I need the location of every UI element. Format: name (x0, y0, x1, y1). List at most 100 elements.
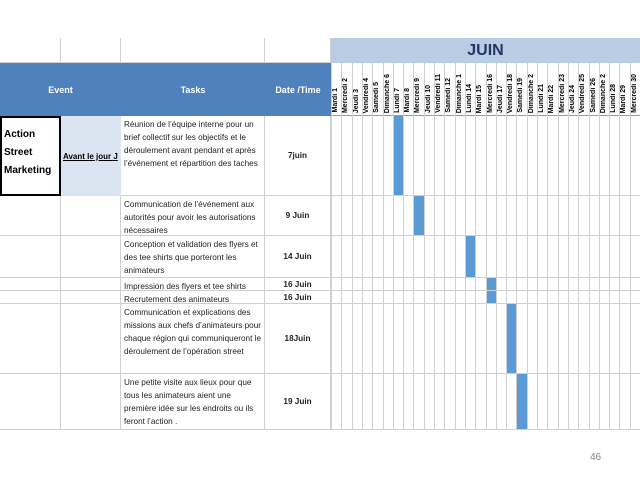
phase-cell[interactable] (61, 291, 121, 304)
phase-label-cell[interactable]: Avant le jour J (61, 116, 121, 196)
blank-cell[interactable] (61, 38, 121, 63)
day-label: Lundi 28 (610, 84, 618, 113)
event-cell[interactable] (0, 304, 61, 374)
phase-label: Avant le jour J (63, 151, 118, 161)
day-label: Jeudi 10 (424, 84, 432, 113)
day-label: Jeudi 3 (352, 88, 360, 113)
phase-cell[interactable] (61, 304, 121, 374)
gantt-bar[interactable] (486, 291, 496, 303)
day-label: Samedi 19 (517, 78, 525, 113)
task-cell[interactable]: Communication de l’événement aux autorit… (121, 196, 265, 236)
task-cell[interactable]: Recrutement des animateurs (121, 291, 265, 304)
gantt-bar[interactable] (517, 374, 527, 429)
day-label: Dimanche 1 (455, 73, 463, 113)
date-cell[interactable]: 9 Juin (265, 196, 331, 236)
day-label: Samedi 26 (589, 78, 597, 113)
day-label: Mardi 22 (548, 84, 556, 113)
day-label: Samedi 12 (445, 78, 453, 113)
grid-line (495, 63, 497, 430)
day-label: Jeudi 24 (568, 84, 576, 113)
grid-line (485, 63, 487, 430)
date-cell[interactable]: 16 Juin (265, 291, 331, 304)
day-label: Dimanche 2 (527, 73, 535, 113)
grid-line (392, 63, 394, 430)
gantt-bar[interactable] (507, 304, 517, 373)
grid-line (629, 63, 631, 430)
grid-line (372, 63, 374, 430)
task-cell[interactable]: Réunion de l’équipe interne pour un brie… (121, 116, 265, 196)
day-label: Jeudi 17 (496, 84, 504, 113)
event-cell[interactable] (0, 291, 61, 304)
blank-cell[interactable] (121, 38, 265, 63)
phase-cell[interactable] (61, 196, 121, 236)
day-label: Dimanche 2 (599, 73, 607, 113)
gantt-spreadsheet: JUIN Event Tasks Date /Time Mardi 1 Mercr… (0, 38, 640, 430)
grid-line (567, 63, 569, 430)
gantt-bar[interactable] (414, 196, 424, 235)
grid-line (423, 63, 425, 430)
day-label: Mercredi 2 (342, 77, 350, 113)
date-cell[interactable]: 14 Juin (265, 236, 331, 278)
day-label: Mercredi 23 (558, 74, 566, 113)
grid-line (609, 63, 611, 430)
task-cell[interactable]: Communication et explications des missio… (121, 304, 265, 374)
tasks-header: Tasks (121, 63, 265, 116)
grid-line (516, 63, 518, 430)
day-label: Mercredi 9 (414, 77, 422, 113)
day-label: Mardi 8 (404, 88, 412, 113)
grid-line (526, 63, 528, 430)
grid-line (331, 63, 332, 430)
date-cell[interactable]: 16 Juin (265, 278, 331, 291)
event-name-cell[interactable]: Action Street Marketing (0, 116, 61, 196)
grid-line (578, 63, 580, 430)
grid-line (588, 63, 590, 430)
date-cell[interactable]: 18Juin (265, 304, 331, 374)
grid-line (619, 63, 621, 430)
day-label: Samedi 5 (373, 82, 381, 113)
grid-line (351, 63, 353, 430)
day-label: Lundi 7 (393, 88, 401, 113)
grid-line (361, 63, 363, 430)
day-label: Dimanche 6 (383, 73, 391, 113)
day-label: Lundi 14 (465, 84, 473, 113)
grid-line (403, 63, 405, 430)
grid-line (382, 63, 384, 430)
event-cell[interactable] (0, 278, 61, 291)
page-number: 46 (590, 452, 602, 463)
task-cell[interactable]: Impression des flyers et tee shirts (121, 278, 265, 291)
gantt-bar[interactable] (465, 236, 476, 277)
day-label: Mercredi 16 (486, 74, 494, 113)
event-cell[interactable] (0, 196, 61, 236)
blank-cell[interactable] (0, 38, 61, 63)
grid-line (506, 63, 508, 430)
date-cell[interactable]: 7juin (265, 116, 331, 196)
grid-line (547, 63, 549, 430)
gantt-bar[interactable] (393, 116, 404, 195)
task-cell[interactable]: Conception et validation des flyers et d… (121, 236, 265, 278)
date-cell[interactable]: 19 Juin (265, 374, 331, 430)
grid-line (537, 63, 538, 430)
event-header: Event (0, 63, 121, 116)
day-label: Vendredi 4 (362, 77, 370, 113)
day-label: Mardi 15 (476, 84, 484, 113)
day-label: Vendredi 18 (507, 73, 515, 113)
day-label: Mardi 1 (332, 88, 339, 113)
phase-cell[interactable] (61, 236, 121, 278)
grid-line (557, 63, 559, 430)
event-cell[interactable] (0, 236, 61, 278)
event-cell[interactable] (0, 374, 61, 430)
task-cell[interactable]: Une petite visite aux lieux pour que tou… (121, 374, 265, 430)
phase-cell[interactable] (61, 374, 121, 430)
day-label: Mardi 29 (620, 84, 628, 113)
blank-cell[interactable] (265, 38, 331, 63)
grid-line (454, 63, 456, 430)
grid-line (598, 63, 600, 430)
day-label: Lundi 21 (538, 84, 545, 113)
day-label: Vendredi 11 (435, 74, 442, 113)
gantt-bar[interactable] (486, 278, 496, 290)
grid-line (444, 63, 446, 430)
grid-line (475, 63, 477, 430)
grid-line (434, 63, 435, 430)
day-label: Vendredi 25 (579, 73, 587, 113)
phase-cell[interactable] (61, 278, 121, 291)
